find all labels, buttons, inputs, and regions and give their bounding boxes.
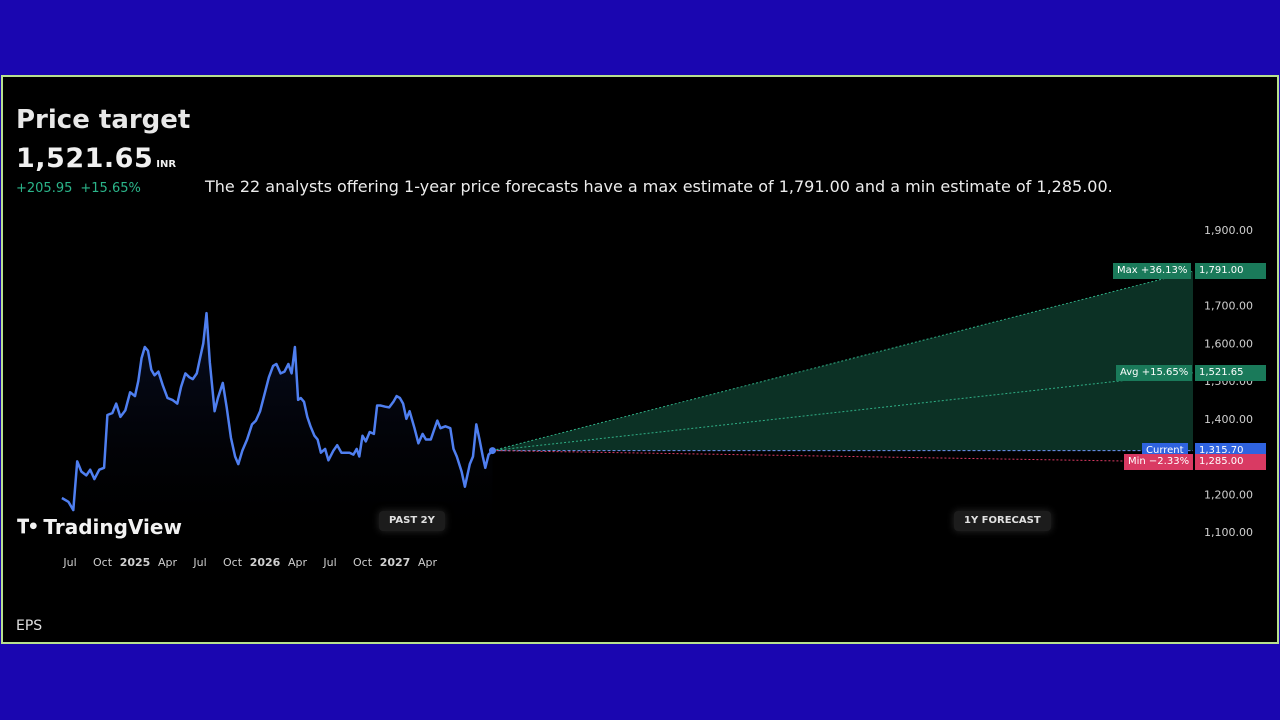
tag-label: Min −2.33% xyxy=(1124,454,1194,471)
forecast-period-label: 1Y FORECAST xyxy=(954,511,1051,531)
x-tick-label: Jul xyxy=(62,556,76,569)
y-tick-label: 1,100.00 xyxy=(1204,526,1253,539)
change-percent: +15.65% xyxy=(80,181,141,196)
y-axis: 1,100.001,200.001,300.001,400.001,500.00… xyxy=(1204,224,1253,539)
price-chart[interactable]: 1,100.001,200.001,300.001,400.001,500.00… xyxy=(3,77,1277,642)
x-tick-label: 2027 xyxy=(380,556,411,569)
tag-value: 1,285.00 xyxy=(1195,454,1266,471)
tag-label: Avg +15.65% xyxy=(1116,364,1193,381)
change-absolute: +205.95 xyxy=(16,181,73,196)
history-series xyxy=(61,311,496,547)
brand-logo[interactable]: 𝐓• TradingView xyxy=(17,515,182,539)
tag-value: 1,791.00 xyxy=(1195,263,1266,280)
forecast-min-line xyxy=(492,450,1194,463)
x-tick-label: Apr xyxy=(158,556,178,569)
y-tick-label: 1,700.00 xyxy=(1204,300,1253,313)
x-tick-label: Apr xyxy=(418,556,438,569)
currency-label: INR xyxy=(156,159,177,170)
y-tick-label: 1,900.00 xyxy=(1204,224,1253,237)
y-tick-label: 1,200.00 xyxy=(1204,488,1253,501)
x-tick-label: 2025 xyxy=(120,556,151,569)
y-tick-label: 1,400.00 xyxy=(1204,413,1253,426)
x-tick-label: Oct xyxy=(93,556,113,569)
tradingview-logo-icon: 𝐓• xyxy=(17,516,39,538)
history-line xyxy=(61,311,494,512)
eps-tab[interactable]: EPS xyxy=(16,618,43,634)
price-value: 1,521.65 xyxy=(16,143,154,174)
forecast-cone xyxy=(492,270,1194,463)
x-axis: Jul Oct 2025 Apr Jul Oct 2026 Apr Jul Oct 2027 Apr xyxy=(62,556,437,569)
y-tick-label: 1,600.00 xyxy=(1204,337,1253,350)
forecast-max-line xyxy=(492,270,1194,452)
x-tick-label: Apr xyxy=(288,556,308,569)
x-tick-label: Jul xyxy=(192,556,206,569)
tag-label: Max +36.13% xyxy=(1113,263,1192,280)
history-area xyxy=(61,313,493,547)
past-period-label: PAST 2Y xyxy=(379,511,445,531)
price-row: 1,521.65 INR xyxy=(16,143,176,174)
tag-value: 1,521.65 xyxy=(1195,364,1266,381)
price-target-panel: Price target 1,521.65 INR +205.95 +15.65% … xyxy=(1,75,1279,644)
current-point xyxy=(489,447,496,455)
x-tick-label: Jul xyxy=(322,556,336,569)
panel-title: Price target xyxy=(16,105,191,135)
x-tick-label: Oct xyxy=(223,556,243,569)
x-tick-label: Oct xyxy=(353,556,373,569)
forecast-avg-line xyxy=(492,372,1194,452)
brand-name: TradingView xyxy=(43,515,182,539)
forecast-description: The 22 analysts offering 1-year price fo… xyxy=(205,177,1113,196)
price-change: +205.95 +15.65% xyxy=(16,181,141,196)
x-tick-label: 2026 xyxy=(250,556,281,569)
